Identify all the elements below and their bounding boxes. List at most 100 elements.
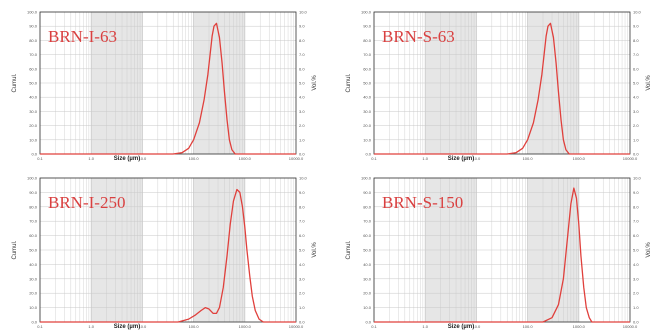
- y-tick-label-right: 7.0: [633, 219, 639, 224]
- y-tick-label-left: 30.0: [363, 109, 372, 114]
- y-tick-label-right: 1.0: [633, 137, 639, 142]
- y-tick-label-right: 4.0: [633, 95, 639, 100]
- y-tick-label-right: 4.0: [299, 262, 305, 267]
- plot-area: [373, 177, 631, 323]
- x-tick-label: 1.0: [88, 156, 94, 161]
- y-axis-label-right: Vol.%: [646, 75, 652, 91]
- x-tick-label: 0.1: [371, 324, 377, 329]
- y-tick-label-left: 0.0: [365, 152, 371, 157]
- y-tick-label-right: 2.0: [633, 123, 639, 128]
- y-tick-label-right: 8.0: [633, 38, 639, 43]
- y-tick-label-left: 10.0: [29, 305, 38, 310]
- x-tick-label: 0.1: [37, 324, 43, 329]
- y-tick-label-right: 6.0: [299, 66, 305, 71]
- y-tick-label-right: 5.0: [633, 81, 639, 86]
- y-tick-label-right: 10.0: [633, 10, 642, 15]
- y-tick-label-left: 30.0: [29, 109, 38, 114]
- y-tick-label-right: 0.0: [299, 152, 305, 157]
- series-line: [374, 187, 630, 323]
- y-tick-label-left: 20.0: [363, 123, 372, 128]
- x-tick-label: 10.0: [139, 324, 148, 329]
- y-tick-label-left: 30.0: [29, 276, 38, 281]
- chart-svg: 0.0 10.0 20.0 30.0 40.0 50.0 60.0 70.0 80.0 90.0 1…: [12, 10, 318, 163]
- chart-title: BRN-S-150: [382, 193, 463, 212]
- y-tick-label-left: 80.0: [29, 204, 38, 209]
- y-tick-label-right: 2.0: [299, 123, 305, 128]
- x-axis-label: Size (µm): [448, 156, 474, 162]
- chart-svg: 0.0 10.0 20.0 30.0 40.0 50.0 60.0 70.0 80.0 90.0 1…: [346, 10, 652, 163]
- x-tick-label: 1000.0: [239, 156, 252, 161]
- y-tick-label-right: 8.0: [299, 204, 305, 209]
- y-tick-label-right: 4.0: [299, 95, 305, 100]
- y-tick-label-right: 2.0: [633, 291, 639, 296]
- y-tick-label-right: 6.0: [299, 233, 305, 238]
- y-tick-label-left: 90.0: [29, 24, 38, 29]
- y-tick-label-left: 80.0: [363, 204, 372, 209]
- y-tick-label-left: 70.0: [29, 219, 38, 224]
- x-axis-label: Size (µm): [114, 156, 140, 162]
- x-tick-label: 1000.0: [239, 324, 252, 329]
- y-tick-label-left: 100.0: [361, 176, 372, 181]
- y-tick-label-left: 10.0: [363, 137, 372, 142]
- y-tick-label-left: 10.0: [29, 137, 38, 142]
- x-tick-label: 0.1: [37, 156, 43, 161]
- plot-area: [39, 177, 297, 323]
- y-tick-label-left: 80.0: [363, 38, 372, 43]
- y-tick-label-left: 70.0: [29, 52, 38, 57]
- y-tick-label-left: 50.0: [363, 81, 372, 86]
- y-tick-label-right: 9.0: [299, 190, 305, 195]
- series-line: [40, 22, 296, 155]
- y-tick-label-right: 5.0: [633, 248, 639, 253]
- x-tick-label: 1.0: [422, 156, 428, 161]
- y-tick-label-left: 100.0: [361, 10, 372, 15]
- x-tick-label: 10000.0: [289, 156, 304, 161]
- x-axis-label: Size (µm): [448, 324, 474, 330]
- y-tick-label-left: 60.0: [363, 66, 372, 71]
- y-tick-label-left: 10.0: [363, 305, 372, 310]
- y-tick-label-right: 8.0: [633, 204, 639, 209]
- x-tick-label: 1.0: [88, 324, 94, 329]
- y-tick-label-left: 50.0: [29, 81, 38, 86]
- x-tick-label: 10.0: [473, 156, 482, 161]
- x-tick-label: 10000.0: [623, 156, 638, 161]
- x-tick-label: 100.0: [523, 324, 534, 329]
- plot-area: [373, 11, 631, 155]
- x-tick-label: 10000.0: [289, 324, 304, 329]
- chart-title: BRN-S-63: [382, 27, 455, 46]
- y-tick-label-left: 30.0: [363, 276, 372, 281]
- y-tick-label-right: 6.0: [633, 233, 639, 238]
- y-tick-label-right: 3.0: [633, 109, 639, 114]
- chart-svg: 0.0 10.0 20.0 30.0 40.0 50.0 60.0 70.0 80.0 90.0 1…: [346, 176, 652, 331]
- y-tick-label-left: 0.0: [365, 320, 371, 325]
- x-tick-label: 10.0: [473, 324, 482, 329]
- y-axis-label-left: Cumul.: [346, 240, 352, 259]
- y-tick-label-left: 60.0: [29, 66, 38, 71]
- y-tick-label-right: 8.0: [299, 38, 305, 43]
- y-tick-label-right: 7.0: [299, 219, 305, 224]
- x-tick-label: 100.0: [189, 156, 200, 161]
- x-tick-label: 1.0: [422, 324, 428, 329]
- y-axis-label-left: Cumul.: [346, 73, 352, 92]
- y-axis-label-right: Vol.%: [646, 242, 652, 258]
- x-tick-label: 0.1: [371, 156, 377, 161]
- x-axis-label: Size (µm): [114, 324, 140, 330]
- y-tick-label-right: 3.0: [299, 109, 305, 114]
- y-tick-label-left: 20.0: [29, 123, 38, 128]
- y-tick-label-left: 70.0: [363, 219, 372, 224]
- y-axis-label-left: Cumul.: [12, 73, 18, 92]
- y-tick-label-left: 100.0: [27, 10, 38, 15]
- y-tick-label-left: 20.0: [29, 291, 38, 296]
- y-tick-label-right: 1.0: [299, 137, 305, 142]
- y-tick-label-right: 7.0: [633, 52, 639, 57]
- y-tick-label-left: 90.0: [363, 24, 372, 29]
- y-tick-label-left: 40.0: [29, 262, 38, 267]
- y-tick-label-right: 10.0: [299, 10, 308, 15]
- y-tick-label-left: 20.0: [363, 291, 372, 296]
- y-tick-label-right: 1.0: [299, 305, 305, 310]
- y-tick-label-right: 9.0: [633, 24, 639, 29]
- y-tick-label-right: 5.0: [299, 248, 305, 253]
- y-tick-label-right: 7.0: [299, 52, 305, 57]
- x-tick-label: 1000.0: [573, 324, 586, 329]
- y-tick-label-right: 6.0: [633, 66, 639, 71]
- series-line: [374, 22, 630, 155]
